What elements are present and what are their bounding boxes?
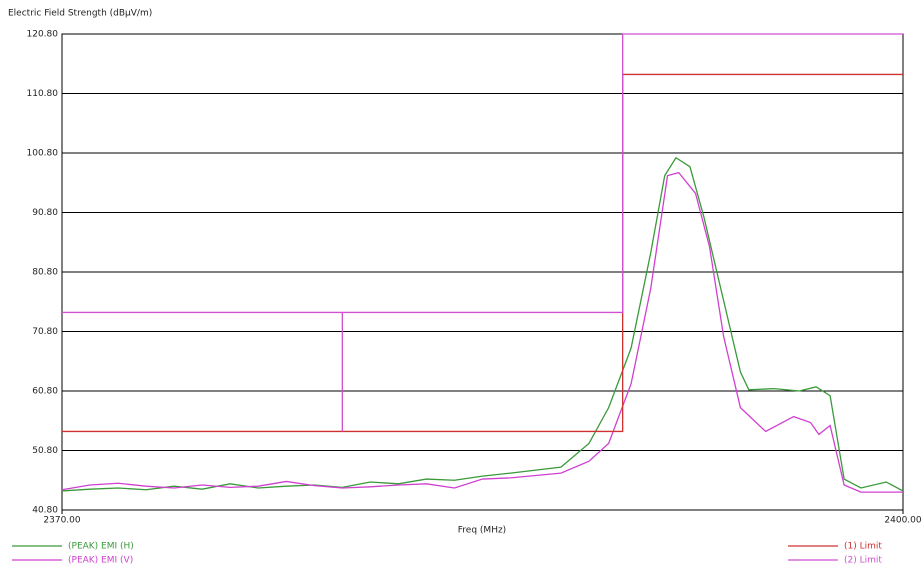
y-tick-label: 80.80 [32, 268, 58, 278]
y-tick-label: 40.80 [32, 506, 58, 516]
y-tick-label: 120.80 [27, 30, 59, 40]
x-axis-label: Freq (MHz) [458, 526, 506, 536]
legend-label: (PEAK) EMI (H) [68, 542, 134, 552]
legend-label: (2) Limit [844, 556, 882, 566]
series-line [61, 171, 903, 493]
y-tick-label: 50.80 [32, 446, 58, 456]
series-line [62, 33, 903, 432]
y-tick-label: 100.80 [27, 149, 59, 159]
x-tick-label: 2370.00 [43, 516, 80, 526]
y-tick-label: 110.80 [27, 89, 59, 99]
y-axis-label: Electric Field Strength (dBµV/m) [8, 9, 152, 19]
x-tick-label: 2400.00 [884, 516, 921, 526]
y-tick-label: 90.80 [32, 208, 58, 218]
legend-label: (PEAK) EMI (V) [68, 556, 133, 566]
y-tick-label: 60.80 [32, 387, 58, 397]
y-tick-label: 70.80 [32, 327, 58, 337]
legend-label: (1) Limit [844, 542, 882, 552]
series-line [61, 156, 904, 492]
